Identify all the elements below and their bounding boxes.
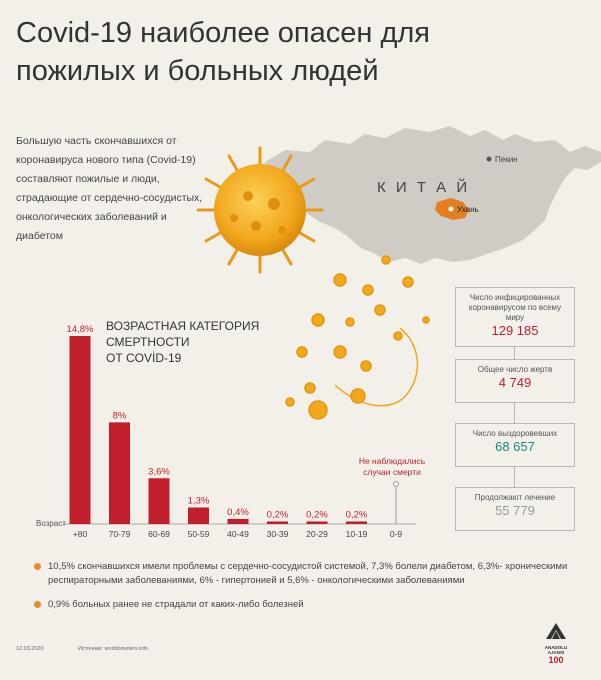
footer-source: Источник: worldometers.info [78,646,148,652]
stat-connector-1 [514,347,515,359]
value-label-30-39: 0,2% [267,509,289,520]
virus-small-9 [360,360,372,372]
category-label-+80: +80 [73,529,88,539]
note-text-2: 0,9% больных ранее не страдали от каких-… [48,599,304,610]
value-label-20-29: 0,2% [306,509,328,520]
statistics-panel: Число инфицированных коронавирусом по вс… [455,287,575,537]
bar-50-59 [188,507,209,524]
note-text-1: 10,5% скончавшихся имели проблемы с серд… [48,561,568,586]
infected-label: Число инфицированных коронавирусом по вс… [468,293,562,322]
bar-20-29 [306,521,328,524]
anadolu-emblem-icon [546,623,566,639]
note-item: 10,5% скончавшихся имели проблемы с серд… [30,560,590,588]
virus-small-1 [333,273,347,287]
virus-small-4 [345,317,355,327]
virus-medium-2 [350,388,366,404]
china-map-shape [265,126,601,264]
virus-small-14 [422,316,430,324]
value-label-50-59: 1,3% [188,495,210,506]
deaths-label: Общее число жертв [477,365,553,374]
virus-small-5 [374,304,386,316]
virus-small-11 [393,331,403,341]
category-label-10-19: 10-19 [346,529,368,539]
anadolu-logo: ANADOLU AJANSI 100 [536,622,576,666]
infected-value: 129 185 [491,323,539,338]
virus-illustration [196,146,430,420]
virus-small-6 [402,276,414,288]
virus-small-2 [362,284,374,296]
notes-list: 10,5% скончавшихся имели проблемы с серд… [30,560,590,622]
virus-large [196,146,324,274]
recovered-stat: Число выздоровевших 68 657 [455,423,575,467]
wuhan-marker [448,206,454,212]
treatment-value: 55 779 [495,503,535,518]
virus-small-10 [304,382,316,394]
bullet-dot-icon [34,601,41,608]
value-label-70-79: 8% [113,410,127,421]
infected-stat: Число инфицированных коронавирусом по вс… [455,287,575,347]
treatment-label: Продолжают лечение [474,493,556,502]
value-label-10-19: 0,2% [346,509,368,520]
virus-small-7 [296,346,308,358]
value-label-40-49: 0,4% [227,507,249,518]
chart-title-line-1: ВОЗРАСТНАЯ КАТЕГОРИЯ [106,319,259,333]
category-label-30-39: 30-39 [267,529,289,539]
deaths-stat: Общее число жертв 4 749 [455,359,575,403]
recovered-label: Число выздоровевших [472,429,558,438]
page-title: Covid-19 наиболее опасен для пожилых и б… [16,14,516,90]
virus-small-3 [311,313,325,327]
category-label-60-69: 60-69 [148,529,170,539]
category-label-70-79: 70-79 [109,529,131,539]
age-mortality-chart: ВОЗРАСТНАЯ КАТЕГОРИЯ СМЕРТНОСТИ ОТ COVİD… [36,319,416,539]
category-label-50-59: 50-59 [188,529,210,539]
stat-connector-3 [514,467,515,487]
chart-title-line-2: СМЕРТНОСТИ [106,335,190,349]
title-line-1: Covid-19 наиболее опасен для [16,17,431,49]
virus-medium-1 [308,400,328,420]
bar-70-79 [109,422,130,524]
bar-10-19 [346,521,367,524]
logo-anniversary: 100 [548,655,564,665]
logo-name: ANADOLU AJANSI [544,645,568,655]
treatment-stat: Продолжают лечение 55 779 [455,487,575,531]
bar-+80 [69,336,91,524]
title-line-2: пожилых и больных людей [16,55,379,87]
category-label-20-29: 20-29 [306,529,328,539]
intro-text: Большую часть скончавшихся от коронавиру… [16,135,203,242]
recovered-value: 68 657 [495,439,535,454]
bar-60-69 [148,478,170,524]
stat-connector-2 [514,403,515,423]
category-label-40-49: 40-49 [227,529,249,539]
country-label: К И Т А Й [377,178,470,196]
city-wuhan-label: Ухань [457,205,479,214]
virus-small-13 [381,255,391,265]
no-deaths-dot [393,481,399,487]
value-label-+80: 14,8% [67,324,94,335]
chart-title-line-3: ОТ COVİD-19 [106,351,182,365]
bars-layer: 14,8% +80 8% 70-79 3,6% 60-69 1,3% 50-59 0,4% 40-… [67,324,403,539]
beijing-marker [486,156,492,162]
category-label-0-9: 0-9 [390,529,403,539]
virus-small-8 [333,345,347,359]
footer-date: 12.03.2020 [16,646,44,652]
china-map: К И Т А Й Пекин Ухань [265,126,601,264]
bullet-dot-icon [34,563,41,570]
city-beijing-label: Пекин [495,155,518,164]
bar-40-49 [227,518,249,524]
virus-small-12 [285,397,295,407]
x-axis-label: Возраст [36,519,66,528]
no-deaths-marker [393,481,399,524]
note-item: 0,9% больных ранее не страдали от каких-… [30,598,590,612]
bar-30-39 [267,521,288,524]
no-deaths-annotation: Не наблюдались случаи смерти [358,456,426,477]
value-label-60-69: 3,6% [148,466,170,477]
deaths-value: 4 749 [498,375,532,390]
